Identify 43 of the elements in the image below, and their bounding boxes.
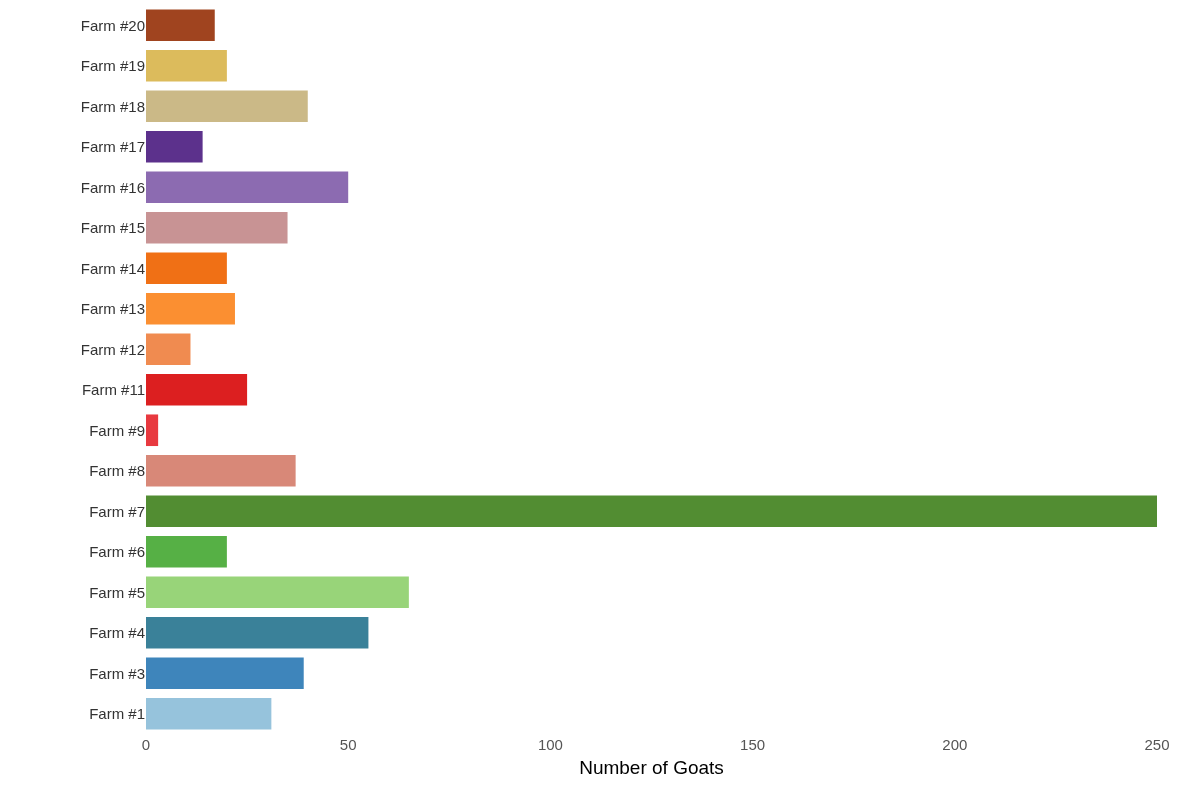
bar	[146, 130, 203, 163]
bar	[146, 657, 304, 690]
x-tick-label: 250	[1144, 736, 1170, 753]
y-tick-label: Farm #11	[81, 381, 145, 398]
y-tick-label: Farm #19	[80, 57, 145, 74]
x-tick-label: 150	[740, 736, 766, 753]
y-tick-label: Farm #14	[80, 259, 145, 277]
x-tick-label: 100	[537, 736, 563, 753]
y-tick-label: Farm #7	[89, 502, 145, 520]
bar	[146, 535, 227, 568]
y-tick-label: Farm #17	[80, 138, 145, 155]
bar	[146, 333, 191, 366]
bar	[146, 454, 296, 487]
y-tick-label: Farm #1	[89, 705, 145, 722]
bar	[146, 414, 159, 447]
bar	[146, 576, 409, 609]
bar	[146, 616, 369, 649]
bar	[146, 292, 235, 325]
y-tick-label: Farm #16	[80, 178, 145, 196]
bar	[146, 252, 227, 285]
y-tick-label: Farm #8	[89, 462, 145, 479]
y-tick-label: Farm #4	[89, 624, 145, 641]
y-tick-label: Farm #5	[89, 583, 145, 601]
x-axis-title: Number of Goats	[579, 756, 724, 778]
bar	[146, 211, 288, 244]
y-tick-label: Farm #18	[80, 97, 145, 115]
y-tick-label: Farm #9	[89, 421, 145, 439]
x-tick-label: 200	[942, 736, 968, 753]
bar	[146, 9, 215, 42]
bar	[146, 49, 227, 82]
bar	[146, 90, 308, 123]
y-tick-label: Farm #12	[80, 340, 145, 358]
y-tick-label: Farm #15	[80, 219, 145, 236]
bar	[146, 373, 248, 406]
bar	[146, 171, 349, 204]
x-tick-label: 50	[339, 736, 357, 753]
bar	[146, 697, 272, 730]
y-tick-label: Farm #20	[80, 16, 145, 34]
bar	[146, 495, 1157, 528]
y-tick-label: Farm #6	[89, 543, 145, 560]
x-tick-label: 0	[141, 736, 151, 753]
y-tick-label: Farm #13	[80, 300, 145, 317]
y-tick-label: Farm #3	[89, 664, 145, 682]
